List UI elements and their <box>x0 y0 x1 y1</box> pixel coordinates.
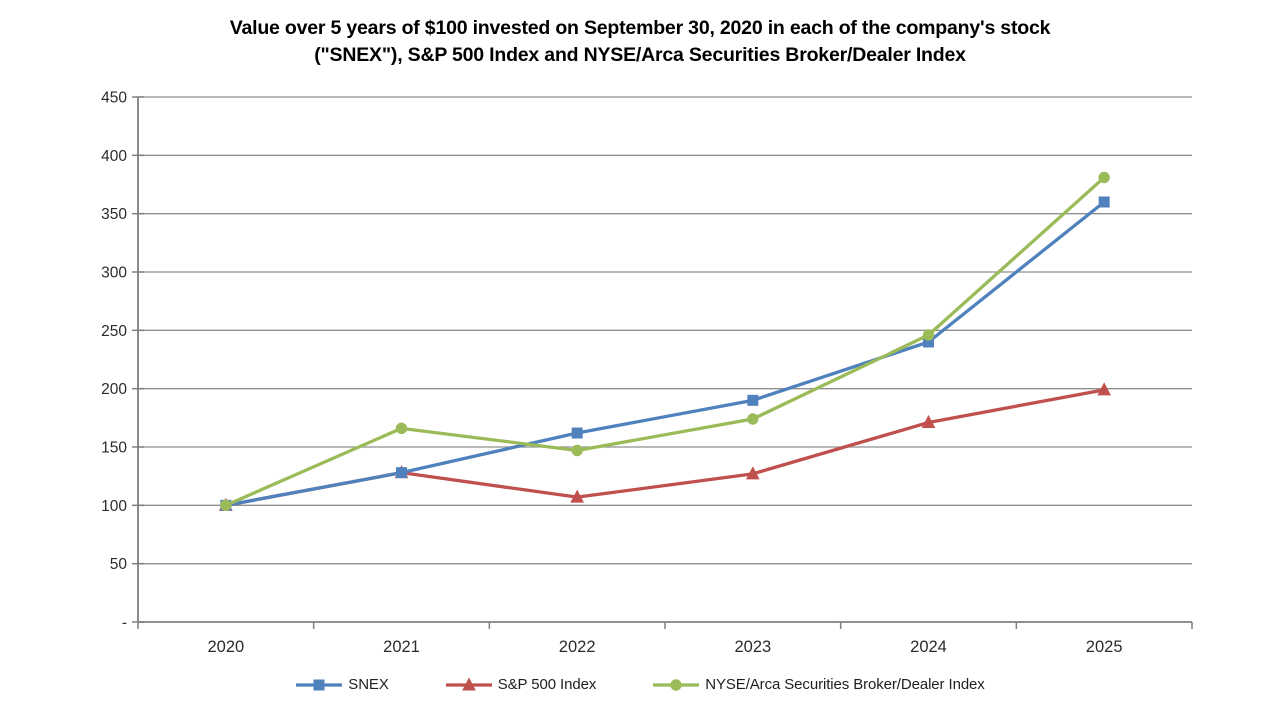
series-nyse-arca-securities-broker-dealer-index <box>220 171 1110 512</box>
x-tick-label: 2020 <box>207 638 244 656</box>
marker-snex <box>1098 196 1110 208</box>
marker-s-p-500-index <box>570 489 584 503</box>
nyse-arca-securities-broker-dealer-index-series-swatch-icon <box>653 678 700 691</box>
x-tick-label: 2023 <box>734 638 771 656</box>
y-tick-label: 450 <box>101 90 127 107</box>
legend-marker-s-p-500-index <box>461 676 476 690</box>
y-tick-label: 150 <box>101 440 127 457</box>
x-tick-label: 2022 <box>559 638 596 656</box>
marker-nyse-arca-securities-broker-dealer-index <box>747 413 759 425</box>
y-tick-label: 300 <box>101 265 127 282</box>
legend-label: SNEX <box>348 676 389 693</box>
snex-series-swatch-icon <box>296 679 343 690</box>
y-tick-label: 350 <box>101 206 127 223</box>
chart-title-line2: ("SNEX"), S&P 500 Index and NYSE/Arca Se… <box>314 44 966 66</box>
marker-snex <box>747 394 759 406</box>
marker-snex <box>571 427 583 439</box>
chart-title: Value over 5 years of $100 invested on S… <box>0 15 1280 69</box>
marker-nyse-arca-securities-broker-dealer-index <box>395 422 408 435</box>
legend-label: S&P 500 Index <box>497 676 597 693</box>
series-snex <box>220 196 1110 511</box>
legend-item-snex: SNEX <box>295 676 389 693</box>
legend-marker-nyse-arca-securities-broker-dealer-index <box>670 678 682 691</box>
legend-label: NYSE/Arca Securities Broker/Dealer Index <box>705 676 985 693</box>
marker-nyse-arca-securities-broker-dealer-index <box>922 329 935 341</box>
legend-item-s-p-500-index: S&P 500 Index <box>445 676 597 693</box>
series-line-snex <box>224 200 1106 507</box>
chart-title-line1: Value over 5 years of $100 invested on S… <box>229 17 1051 39</box>
series-line-nyse-arca-securities-broker-dealer-index <box>224 175 1106 507</box>
marker-s-p-500-index <box>746 466 760 480</box>
y-tick-label: - <box>122 615 127 632</box>
marker-snex <box>396 467 407 479</box>
marker-s-p-500-index <box>921 414 936 428</box>
y-tick-label: 100 <box>101 498 127 515</box>
marker-s-p-500-index <box>1097 382 1111 396</box>
legend-marker-snex <box>313 679 325 690</box>
legend-item-nyse-arca-securities-broker-dealer-index: NYSE/Arca Securities Broker/Dealer Index <box>652 676 985 693</box>
marker-nyse-arca-securities-broker-dealer-index <box>220 499 232 512</box>
y-tick-label: 400 <box>101 148 127 165</box>
y-tick-label: 50 <box>110 556 128 573</box>
y-tick-label: 200 <box>101 381 127 398</box>
x-tick-label: 2025 <box>1086 638 1123 656</box>
marker-nyse-arca-securities-broker-dealer-index <box>1098 171 1110 184</box>
marker-nyse-arca-securities-broker-dealer-index <box>571 444 583 457</box>
legend: SNEX S&P 500 Index NYSE/Arca Securities Br… <box>0 676 1280 693</box>
x-tick-label: 2024 <box>910 638 947 656</box>
s-p-500-index-series-swatch-icon <box>445 676 492 690</box>
y-tick-label: 250 <box>101 323 127 340</box>
x-tick-label: 2021 <box>383 638 420 656</box>
